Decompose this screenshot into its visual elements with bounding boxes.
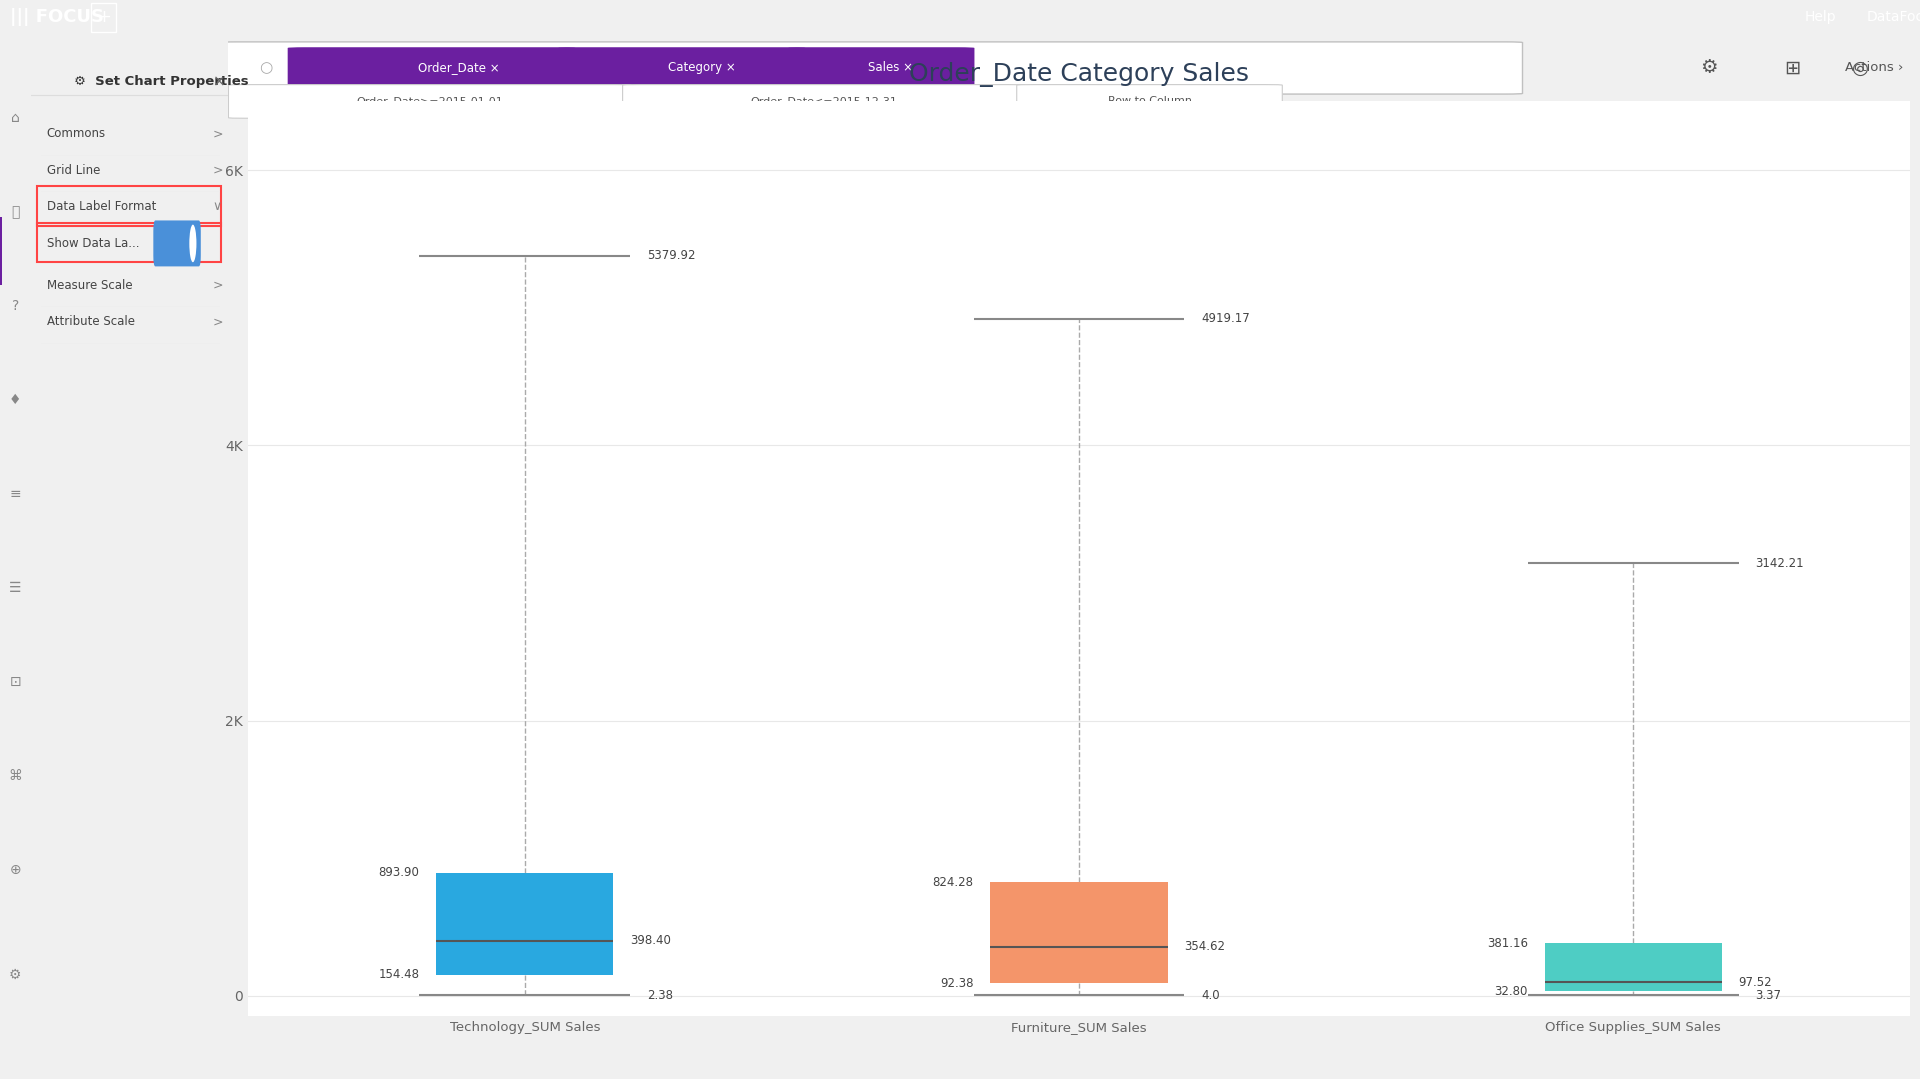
Text: ⚙: ⚙ [10, 968, 21, 982]
Text: 4919.17: 4919.17 [1202, 313, 1250, 326]
Text: ⊡: ⊡ [10, 675, 21, 689]
Text: ⌘: ⌘ [8, 769, 23, 783]
Text: 354.62: 354.62 [1185, 941, 1225, 954]
Text: Help: Help [1805, 11, 1836, 24]
FancyBboxPatch shape [288, 47, 576, 88]
Text: ♦: ♦ [10, 393, 21, 407]
Text: 2.38: 2.38 [647, 989, 672, 1002]
Text: Data Label Format: Data Label Format [46, 201, 156, 214]
Text: ∨: ∨ [213, 201, 223, 214]
Text: Sales ×: Sales × [868, 62, 912, 74]
Text: Commons: Commons [46, 127, 106, 140]
Text: Grid Line: Grid Line [46, 164, 100, 177]
Text: Actions ›: Actions › [1845, 62, 1903, 74]
Text: ◎: ◎ [1853, 58, 1870, 78]
Text: 893.90: 893.90 [378, 866, 419, 879]
Text: 97.52: 97.52 [1740, 975, 1772, 988]
Text: ⚙: ⚙ [1699, 58, 1718, 78]
Text: ×: × [213, 74, 225, 90]
Text: 5379.92: 5379.92 [647, 249, 695, 262]
Text: ⚙  Set Chart Properties: ⚙ Set Chart Properties [75, 76, 250, 88]
Text: 92.38: 92.38 [941, 976, 973, 989]
Text: ?: ? [12, 299, 19, 313]
Text: 3.37: 3.37 [1755, 988, 1782, 1001]
Text: 3142.21: 3142.21 [1755, 557, 1803, 570]
Text: 32.80: 32.80 [1494, 985, 1528, 998]
FancyBboxPatch shape [1018, 84, 1283, 119]
FancyBboxPatch shape [221, 42, 1523, 94]
Text: Measure Scale: Measure Scale [46, 278, 132, 291]
FancyBboxPatch shape [228, 84, 632, 119]
Text: >: > [213, 164, 223, 177]
Text: >: > [213, 315, 223, 328]
FancyBboxPatch shape [622, 84, 1025, 119]
Circle shape [190, 224, 196, 262]
Text: Attribute Scale: Attribute Scale [46, 315, 134, 328]
Text: >: > [213, 127, 223, 140]
FancyBboxPatch shape [789, 47, 975, 88]
FancyBboxPatch shape [991, 883, 1167, 983]
Text: ○: ○ [259, 60, 273, 76]
Text: Show Data La...: Show Data La... [46, 237, 138, 250]
Text: ≡: ≡ [10, 487, 21, 501]
Text: 398.40: 398.40 [630, 934, 670, 947]
Text: ⌂: ⌂ [12, 111, 19, 125]
Text: ⊕: ⊕ [10, 863, 21, 877]
Text: ||| FOCUS: ||| FOCUS [10, 9, 104, 26]
Text: 154.48: 154.48 [378, 968, 419, 981]
Text: Category ×: Category × [668, 62, 735, 74]
Text: Row to Column: Row to Column [1108, 96, 1192, 107]
Text: ☰: ☰ [10, 582, 21, 596]
Text: >: > [213, 278, 223, 291]
Text: DataFocus: DataFocus [1866, 11, 1920, 24]
Text: 824.28: 824.28 [933, 876, 973, 889]
Text: ⊞: ⊞ [1786, 58, 1801, 78]
FancyBboxPatch shape [559, 47, 804, 88]
Title: Order_Date Category Sales: Order_Date Category Sales [908, 62, 1250, 86]
FancyBboxPatch shape [436, 873, 614, 974]
Text: Order_Date ×: Order_Date × [419, 62, 499, 74]
Text: 4.0: 4.0 [1202, 988, 1219, 1001]
FancyBboxPatch shape [154, 220, 202, 267]
Text: +: + [96, 9, 111, 26]
FancyBboxPatch shape [1544, 943, 1722, 992]
Text: Order_Date<=2015-12-31: Order_Date<=2015-12-31 [751, 96, 897, 107]
Text: 381.16: 381.16 [1486, 937, 1528, 950]
Text: 🔍: 🔍 [12, 205, 19, 219]
Text: Order_Date>=2015-01-01: Order_Date>=2015-01-01 [357, 96, 503, 107]
